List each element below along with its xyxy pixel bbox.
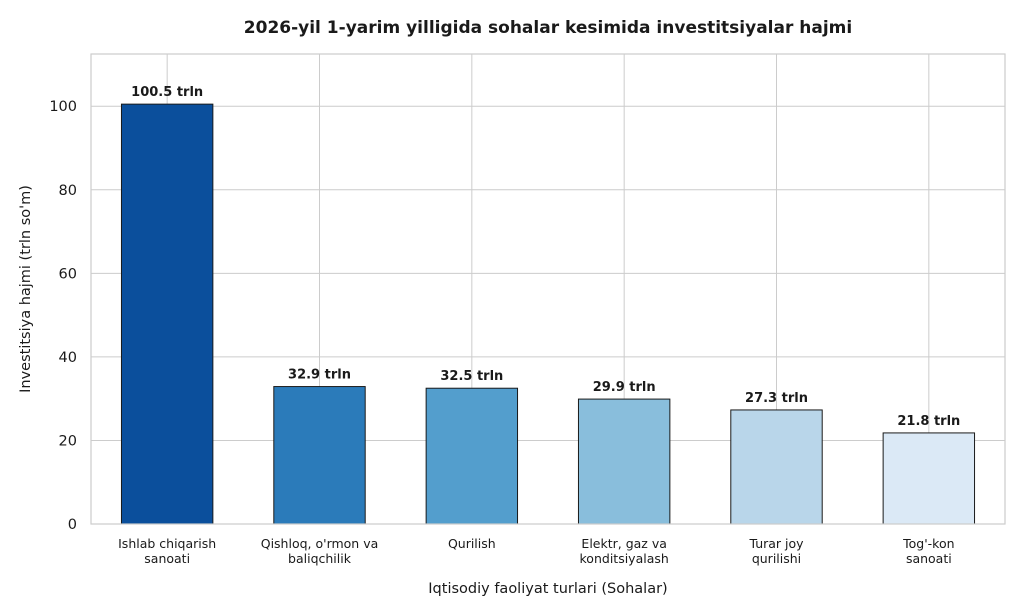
bar [120, 103, 214, 525]
data-label: 100.5 trln [131, 85, 203, 100]
x-tick-label-line: sanoati [906, 551, 952, 566]
y-tick-label: 20 [59, 433, 77, 449]
x-tick-label-line: sanoati [144, 551, 190, 566]
bar [273, 386, 366, 525]
data-label: 27.3 trln [745, 391, 808, 406]
bars [120, 103, 976, 525]
x-tick-label: Qishloq, o'rmon va baliqchilik [261, 536, 379, 566]
bar [577, 398, 671, 525]
data-label: 29.9 trln [593, 380, 656, 395]
y-axis-label: Investitsiya hajmi (trln so'm) [18, 185, 34, 393]
bar [730, 409, 823, 525]
x-tick-label: Ishlab chiqarish sanoati [118, 536, 216, 566]
bar [882, 432, 976, 525]
x-tick-label-line: Elektr, gaz va [581, 536, 666, 551]
y-tick-label: 80 [59, 183, 77, 199]
x-tick-label: Qurilish [448, 536, 496, 551]
x-tick-label: Tog'-kon sanoati [902, 536, 954, 566]
plot-frame [90, 53, 1006, 525]
data-label: 32.9 trln [288, 368, 351, 383]
x-tick-label-line: Turar joy [748, 536, 804, 551]
x-tick-label-line: Tog'-kon [902, 536, 954, 551]
x-tick-label-line: baliqchilik [288, 551, 352, 566]
x-tick-label-line: Qishloq, o'rmon va [261, 536, 379, 551]
chart-title: 2026-yil 1-yarim yilligida sohalar kesim… [244, 18, 852, 38]
x-tick-label-line: qurilishi [752, 551, 801, 566]
y-tick-label: 0 [68, 517, 77, 533]
x-tick-label-line: konditsiyalash [580, 551, 669, 566]
data-label: 21.8 trln [897, 414, 960, 429]
y-tick-label: 100 [49, 99, 77, 115]
data-labels: 100.5 trln 32.9 trln 32.5 trln 29.9 trln 27.… [131, 85, 960, 429]
x-tick-label: Turar joy qurilishi [748, 536, 804, 566]
x-tick-label-line: Ishlab chiqarish [118, 536, 216, 551]
y-tick-label: 40 [59, 350, 77, 366]
x-tick-label: Elektr, gaz va konditsiyalash [580, 536, 669, 566]
x-axis-label: Iqtisodiy faoliyat turlari (Sohalar) [428, 581, 667, 597]
x-tick-label-line: Qurilish [448, 536, 496, 551]
y-tick-label: 60 [59, 266, 77, 282]
y-ticks: 0 20 40 60 80 100 [49, 99, 77, 533]
grid [91, 54, 1005, 525]
data-label: 32.5 trln [440, 369, 503, 384]
bar [425, 387, 519, 525]
